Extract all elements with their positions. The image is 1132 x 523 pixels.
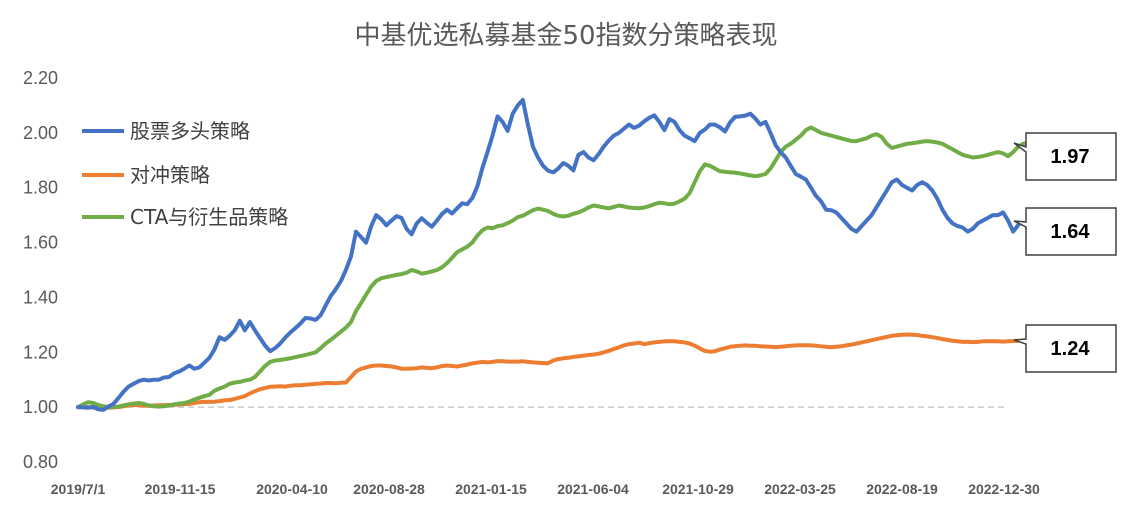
callout-equity: 1.64 xyxy=(1013,207,1117,256)
chart-title: 中基优选私募基金50指数分策略表现 xyxy=(354,21,777,51)
legend: 股票多头策略 对冲策略 CTA与衍生品策略 xyxy=(82,119,288,229)
series-line-1 xyxy=(76,332,1021,411)
callout-equity-text: 1.64 xyxy=(1051,221,1091,243)
y-tick-label-7: 2.20 xyxy=(23,68,58,88)
y-tick-label-4: 1.60 xyxy=(23,233,58,253)
series-line-0 xyxy=(76,97,1021,412)
series-layer xyxy=(76,97,1031,412)
x-tick-label-9: 2022-12-30 xyxy=(968,481,1040,497)
y-axis: 0.80 1.00 1.20 1.40 1.60 1.80 2.00 2.20 xyxy=(23,68,58,472)
callout-hedge: 1.24 xyxy=(1013,324,1117,373)
callout-hedge-box xyxy=(1013,324,1117,373)
y-tick-label-3: 1.40 xyxy=(23,287,58,307)
callout-cta-text: 1.97 xyxy=(1051,146,1090,168)
callout-cta: 1.97 xyxy=(1013,132,1117,181)
y-tick-label-0: 0.80 xyxy=(23,452,58,472)
x-tick-label-8: 2022-08-19 xyxy=(866,481,938,497)
series-line-2 xyxy=(76,125,1031,410)
callout-cta-box xyxy=(1013,132,1117,181)
x-tick-label-0: 2019/7/1 xyxy=(51,481,106,497)
x-tick-label-3: 2020-08-28 xyxy=(353,481,425,497)
y-tick-label-5: 1.80 xyxy=(23,178,58,198)
x-axis: 2019/7/1 2019-11-15 2020-04-10 2020-08-28 20… xyxy=(51,481,1040,497)
legend-label-1: 对冲策略 xyxy=(130,163,210,187)
y-tick-label-6: 2.00 xyxy=(23,123,58,143)
x-tick-label-4: 2021-01-15 xyxy=(455,481,527,497)
x-tick-label-7: 2022-03-25 xyxy=(764,481,836,497)
x-tick-label-2: 2020-04-10 xyxy=(256,481,328,497)
legend-label-2: CTA与衍生品策略 xyxy=(130,205,288,229)
y-tick-label-1: 1.00 xyxy=(23,397,58,417)
legend-item-2: CTA与衍生品策略 xyxy=(82,205,288,229)
legend-label-0: 股票多头策略 xyxy=(130,119,250,143)
legend-item-0: 股票多头策略 xyxy=(82,119,250,143)
y-tick-label-2: 1.20 xyxy=(23,342,58,362)
legend-item-1: 对冲策略 xyxy=(82,163,210,187)
callout-hedge-text: 1.24 xyxy=(1051,338,1091,360)
callout-equity-box xyxy=(1013,207,1117,256)
x-tick-label-1: 2019-11-15 xyxy=(145,481,216,497)
x-tick-label-6: 2021-10-29 xyxy=(662,481,734,497)
x-tick-label-5: 2021-06-04 xyxy=(557,481,629,497)
